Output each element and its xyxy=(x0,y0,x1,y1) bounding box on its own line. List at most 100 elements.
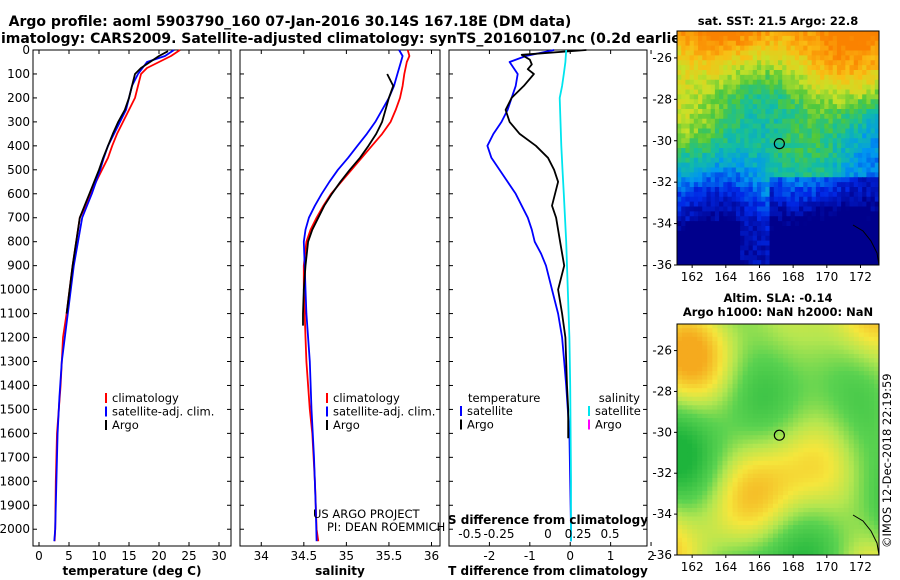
sla_map-xtick-label: 164 xyxy=(714,560,737,574)
sst_map-ytick-label: -34 xyxy=(652,217,672,231)
sst_map-xtick-label: 170 xyxy=(815,270,838,284)
sst_map-title-line1: sat. SST: 21.5 Argo: 22.8 xyxy=(698,14,858,28)
depth-tick-label: 800 xyxy=(7,235,30,249)
depth-tick-label: 1200 xyxy=(0,331,30,345)
sla_map-argo-marker xyxy=(773,429,785,441)
sst_map-xtick-label: 166 xyxy=(748,270,771,284)
depth-tick-label: 500 xyxy=(7,163,30,177)
sla_map-xtick-label: 168 xyxy=(782,560,805,574)
temperature-panel: 0100200300400500600700800900100011001200… xyxy=(0,43,232,578)
diff-legend-right-label: satellite xyxy=(595,404,641,418)
sla_map-ytick-label: -26 xyxy=(652,344,672,358)
sst_map-coastline xyxy=(852,224,879,265)
diff-s-tick-label: -0.25 xyxy=(483,527,514,541)
salinity-series-argo xyxy=(302,73,395,326)
depth-tick-label: 600 xyxy=(7,187,30,201)
difference-panel: -2 -1 0 1 2T difference from climatology temp… xyxy=(448,49,655,578)
sla_map-xtick-label: 166 xyxy=(748,560,771,574)
difference-xaxis-label: T difference from climatology xyxy=(448,564,648,578)
sst_map-frame xyxy=(676,30,880,266)
diff-top-axis-label: S difference from climatology xyxy=(448,513,648,527)
diff-legend-right-label: Argo xyxy=(595,418,622,432)
diff-s-tick-label: 0.5 xyxy=(600,527,619,541)
sla_map-ytick-label: -30 xyxy=(652,425,672,439)
credit-line1: US ARGO PROJECT xyxy=(313,507,421,521)
salinity-legend-label: climatology xyxy=(333,391,400,405)
sla_map-frame xyxy=(676,323,880,556)
sla_map-title-line1: Altim. SLA: -0.14 xyxy=(723,291,832,305)
depth-tick-label: 400 xyxy=(7,139,30,153)
temperature-plot-frame xyxy=(32,49,232,547)
salinity-xtick-label: 36 xyxy=(424,549,439,563)
depth-tick-label: 1600 xyxy=(0,426,30,440)
difference-series-t-argo xyxy=(504,49,587,439)
sst_map-ytick-label: -26 xyxy=(652,51,672,65)
depth-tick-label: 2000 xyxy=(0,522,30,536)
salinity-xtick-label: 34 xyxy=(254,549,269,563)
salinity-series-climatology xyxy=(302,49,411,542)
sst_map-ytick-label: -32 xyxy=(652,175,672,189)
depth-tick-label: 100 xyxy=(7,67,30,81)
temperature-xtick-label: 10 xyxy=(91,549,106,563)
temperature-xtick-label: 5 xyxy=(65,549,73,563)
diff-legend-salinity-title: salinity xyxy=(599,391,640,405)
depth-tick-label: 0 xyxy=(22,43,30,57)
diff-s-tick-label: 0 xyxy=(544,527,552,541)
sla_map-ytick-label: -28 xyxy=(652,384,672,398)
depth-tick-label: 1900 xyxy=(0,498,30,512)
sst-map: sat. SST: 21.5 Argo: 22.8 162 164 166 168 170… xyxy=(652,14,880,284)
depth-tick-label: 900 xyxy=(7,259,30,273)
figure-title-line1: Argo profile: aoml 5903790_160 07-Jan-20… xyxy=(9,14,572,30)
temperature-xtick-label: 30 xyxy=(211,549,226,563)
difference-xtick-label: -1 xyxy=(524,549,536,563)
depth-tick-label: 1400 xyxy=(0,378,30,392)
figure-title-line2: Climatology: CARS2009. Satellite-adjuste… xyxy=(0,31,694,47)
sst_map-argo-marker xyxy=(773,138,785,150)
diff-s-tick-label: 0.25 xyxy=(565,527,592,541)
credit-line2: PI: DEAN ROEMMICH xyxy=(327,520,445,534)
sla_map-ytick-label: -36 xyxy=(652,548,672,562)
salinity-xaxis-label: salinity xyxy=(315,564,365,578)
diff-legend-left-label: Argo xyxy=(467,418,494,432)
temperature-xtick-label: 0 xyxy=(35,549,43,563)
imos-watermark: ©IMOS 12-Dec-2018 22:19:59 xyxy=(880,373,894,548)
difference-xtick-label: -2 xyxy=(483,549,495,563)
sla_map-coastline xyxy=(852,514,879,555)
salinity-xtick-label: 35.5 xyxy=(376,549,403,563)
salinity-series-satellite-adj-clim- xyxy=(302,49,404,542)
temperature-legend-label: satellite-adj. clim. xyxy=(112,405,214,419)
sla_map-ytick-label: -34 xyxy=(652,507,672,521)
temperature-xtick-label: 25 xyxy=(181,549,196,563)
depth-tick-label: 300 xyxy=(7,115,30,129)
diff-s-tick-label: -0.5 xyxy=(458,527,481,541)
temperature-xtick-label: 20 xyxy=(151,549,166,563)
sst_map-xtick-label: 168 xyxy=(782,270,805,284)
salinity-xtick-label: 34.5 xyxy=(290,549,317,563)
salinity-xtick-label: 35 xyxy=(339,549,354,563)
sst_map-xtick-label: 172 xyxy=(849,270,872,284)
sla_map-title-line2: Argo h1000: NaN h2000: NaN xyxy=(683,305,873,319)
diff-legend-left-label: satellite xyxy=(467,404,513,418)
diff-legend-temperature-title: temperature xyxy=(468,391,540,405)
salinity-legend-label: satellite-adj. clim. xyxy=(333,405,435,419)
depth-tick-label: 200 xyxy=(7,91,30,105)
salinity-panel: 34 34.5 35 35.5 36 salinity climatologysatelli… xyxy=(239,49,441,578)
depth-tick-label: 1700 xyxy=(0,450,30,464)
temperature-series-satellite-adj-clim- xyxy=(53,49,175,542)
sla_map-xtick-label: 162 xyxy=(681,560,704,574)
sla_map-ytick-label: -32 xyxy=(652,466,672,480)
temperature-xtick-label: 15 xyxy=(121,549,136,563)
sla_map-field xyxy=(677,324,879,555)
difference-xtick-label: 1 xyxy=(607,549,615,563)
sst_map-xtick-label: 162 xyxy=(681,270,704,284)
salinity-plot-frame xyxy=(239,49,441,547)
difference-xtick-label: 2 xyxy=(647,549,655,563)
sst_map-ytick-label: -36 xyxy=(652,258,672,272)
depth-tick-label: 1800 xyxy=(0,474,30,488)
temperature-series-argo xyxy=(65,50,169,314)
difference-plot-frame xyxy=(448,49,648,547)
temperature-legend-label: Argo xyxy=(112,418,139,432)
sst_map-xtick-label: 164 xyxy=(714,270,737,284)
